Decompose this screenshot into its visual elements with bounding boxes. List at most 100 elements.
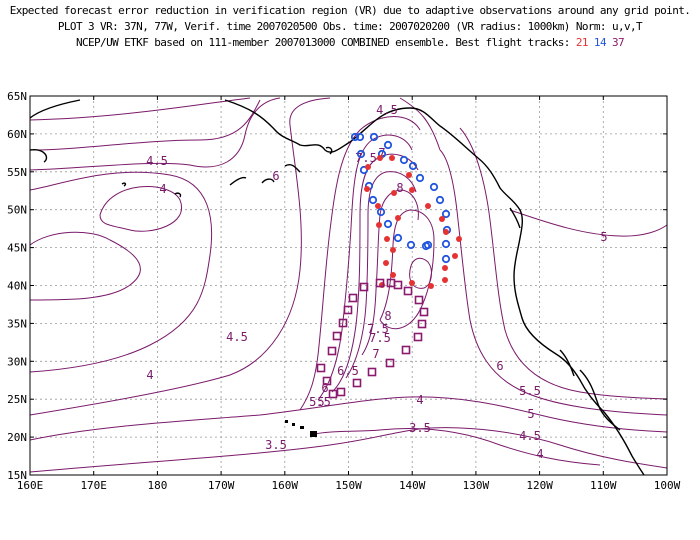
- track-14-point: [429, 182, 439, 192]
- lon-label: 140W: [399, 479, 426, 492]
- contour-label: 6: [321, 381, 328, 395]
- track-21-point: [390, 272, 396, 278]
- track-14-point: [356, 149, 366, 159]
- lon-label: 160E: [17, 479, 44, 492]
- lat-label: 65N: [7, 90, 27, 103]
- track-14-point: [359, 165, 369, 175]
- lon-label: 100W: [654, 479, 681, 492]
- contour-label: 7: [372, 347, 379, 361]
- track-14-point: [435, 195, 445, 205]
- track-21-point: [391, 190, 397, 196]
- hawaii-islands: [285, 420, 317, 437]
- contour-label: 4.5: [226, 330, 248, 344]
- track-37-point: [336, 387, 346, 397]
- track-37-point: [414, 295, 424, 305]
- track-14-point: [383, 140, 393, 150]
- contour-label: 4: [159, 182, 166, 196]
- lon-label: 160W: [272, 479, 299, 492]
- lat-label: 45N: [7, 242, 27, 255]
- lon-label: 110W: [590, 479, 617, 492]
- track-37-point: [343, 305, 353, 315]
- track-37-point: [338, 318, 348, 328]
- contour-label: 5: [600, 230, 607, 244]
- title-line-1: Expected forecast error reduction in ver…: [9, 4, 691, 17]
- track-37-point: [385, 358, 395, 368]
- lat-label: 15N: [7, 469, 27, 482]
- track-37-label: 37: [612, 36, 625, 49]
- title-line-3: NCEP/UW ETKF based on 111-member 2007013…: [0, 36, 700, 49]
- track-37-point: [316, 363, 326, 373]
- track-21-label: 21: [575, 36, 589, 49]
- contour-label: 8: [396, 181, 403, 195]
- coastlines: [29, 99, 645, 476]
- track-37-point: [417, 319, 427, 329]
- contour-label: 8: [384, 309, 391, 323]
- track-37-point: [393, 280, 403, 290]
- contour-label: 5: [317, 395, 324, 409]
- track-14-point: [355, 132, 365, 142]
- contour-label: 5.5: [309, 395, 331, 409]
- flight-tracks: [316, 132, 462, 399]
- contour-label: 4.5: [146, 154, 168, 168]
- contour-label: 7.5: [369, 331, 391, 345]
- track-21-point: [384, 236, 390, 242]
- longitude-labels: 160E 170E 180 170W 160W 150W 140W 130W 120W 110W 1…: [17, 479, 681, 492]
- latitude-labels: 15N 20N 25N 30N 35N 40N 45N 50N 55N 60N 65N: [7, 90, 27, 482]
- lat-label: 40N: [7, 280, 27, 293]
- track-21-point: [365, 164, 371, 170]
- lon-label: 170E: [80, 479, 107, 492]
- track-14-point: [441, 254, 451, 264]
- axis-ticks: [29, 95, 668, 476]
- track-21-point: [456, 236, 462, 242]
- lat-label: 30N: [7, 355, 27, 368]
- track-21-point: [390, 247, 396, 253]
- lon-label: 170W: [208, 479, 235, 492]
- track-21-point: [439, 216, 445, 222]
- track-14-point: [399, 155, 409, 165]
- track-37-point: [327, 346, 337, 356]
- track-14-point: [408, 161, 418, 171]
- track-14-point: [393, 233, 403, 243]
- contour-label: 4: [146, 368, 153, 382]
- track-37-point: [403, 286, 413, 296]
- track-21-point: [428, 283, 434, 289]
- title-line-3-text: NCEP/UW ETKF based on 111-member 2007013…: [75, 36, 570, 49]
- lat-lon-grid: [30, 96, 667, 475]
- track-37-point: [401, 345, 411, 355]
- track-37-point: [328, 389, 338, 399]
- track-37-point: [386, 278, 396, 288]
- track-21-point: [383, 260, 389, 266]
- track-21-point: [406, 172, 412, 178]
- track-21-point: [364, 186, 370, 192]
- track-37-point: [375, 278, 385, 288]
- contour-label: 5.5: [519, 384, 541, 398]
- lon-label: 150W: [335, 479, 362, 492]
- lat-label: 25N: [7, 393, 27, 406]
- track-37-point: [413, 332, 423, 342]
- contour-label: 7.5: [355, 151, 377, 165]
- contour-label: 4: [416, 393, 423, 407]
- contour-label: 6.5: [337, 364, 359, 378]
- contour-label: 7.5: [367, 322, 389, 336]
- track-21-point: [442, 265, 448, 271]
- track-37-point: [367, 367, 377, 377]
- track-14-point: [421, 241, 431, 251]
- track-21-point: [452, 253, 458, 259]
- track-21-point: [425, 203, 431, 209]
- contour-lines: [29, 97, 668, 473]
- contour-label: 4: [536, 447, 543, 461]
- track-21-point: [395, 215, 401, 221]
- track-14-point: [406, 240, 416, 250]
- contour-value-labels: 3.53.544444.54.54.54.55555.55.56666.5777…: [146, 103, 607, 461]
- track-14-point: [441, 239, 451, 249]
- track-37-point: [352, 378, 362, 388]
- track-21-point: [409, 280, 415, 286]
- lat-label: 35N: [7, 317, 27, 330]
- track-14-label: 14: [593, 36, 607, 49]
- track-14-point: [415, 173, 425, 183]
- track-21-point: [376, 222, 382, 228]
- track-14-point: [383, 219, 393, 229]
- track-21-point: [409, 187, 415, 193]
- track-14-point: [369, 132, 379, 142]
